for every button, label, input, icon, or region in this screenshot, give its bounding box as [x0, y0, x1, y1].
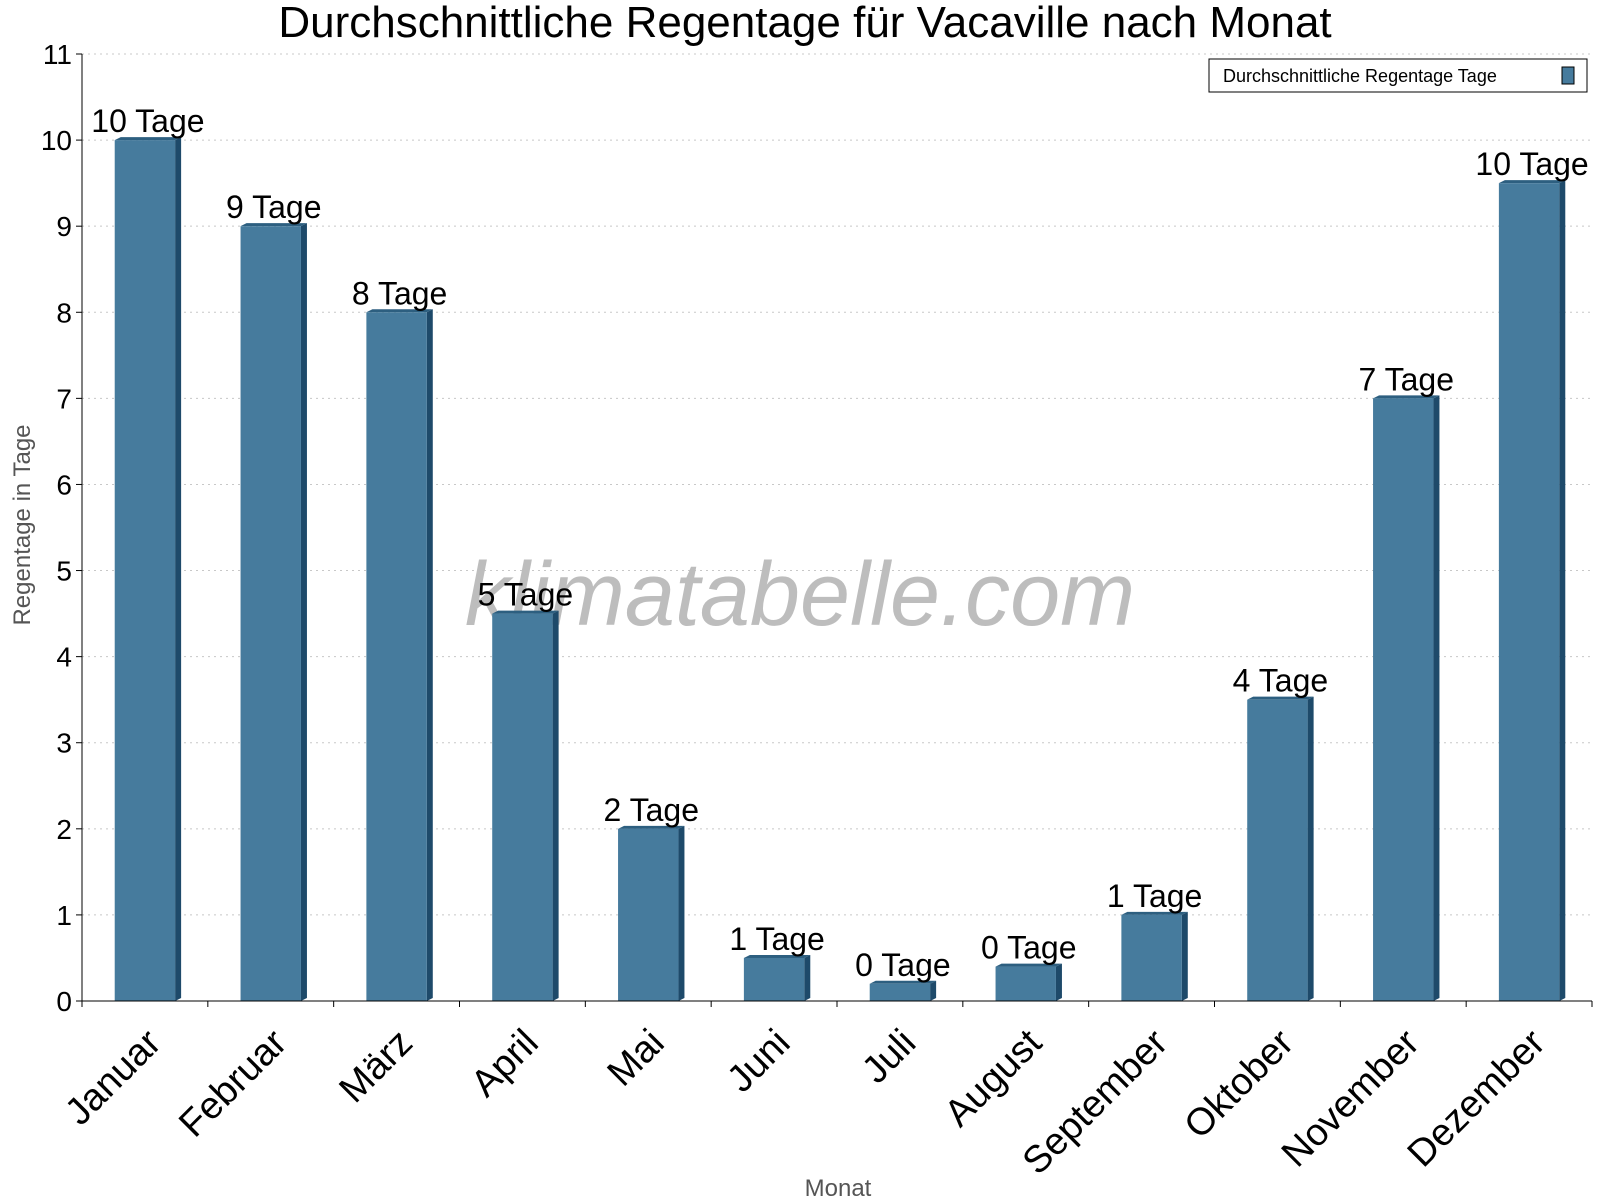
- bar-side: [1181, 911, 1188, 1001]
- data-label: 7 Tage: [1359, 361, 1455, 397]
- bar: [240, 226, 301, 1001]
- x-tick-label: März: [332, 1022, 421, 1111]
- bar-group: [1373, 395, 1440, 1001]
- bar-group: [869, 980, 937, 1001]
- bars-layer: [114, 137, 1566, 1002]
- y-tick-label: 2: [56, 814, 72, 845]
- x-tick-label: Juli: [854, 1022, 924, 1092]
- y-tick-label: 10: [41, 125, 72, 156]
- bar-group: [492, 610, 559, 1001]
- bar-group: [995, 963, 1062, 1001]
- y-tick-label: 9: [56, 211, 72, 242]
- bar-side: [300, 223, 307, 1001]
- bar-side: [1307, 696, 1314, 1001]
- x-tick-label: Oktober: [1177, 1021, 1303, 1147]
- bar-side: [1559, 180, 1566, 1002]
- y-tick-label: 8: [56, 297, 72, 328]
- bar-top: [618, 825, 685, 829]
- bar-side: [930, 980, 937, 1001]
- bar-top: [743, 954, 811, 958]
- data-label: 0 Tage: [855, 947, 951, 983]
- grid-layer: [82, 53, 1592, 916]
- x-tick-label: Juni: [719, 1022, 798, 1101]
- bar-top: [492, 610, 559, 614]
- bar-side: [804, 954, 811, 1001]
- data-label: 10 Tage: [1475, 146, 1588, 182]
- bar: [1498, 183, 1560, 1002]
- x-tick-label: Dezember: [1400, 1021, 1554, 1175]
- data-label: 0 Tage: [981, 930, 1077, 966]
- data-label: 5 Tage: [478, 577, 574, 613]
- bar-group: [743, 954, 811, 1001]
- bar-top: [366, 309, 433, 313]
- data-label: 2 Tage: [604, 792, 700, 828]
- bar: [114, 140, 176, 1001]
- bar: [743, 957, 805, 1001]
- x-tick-label: April: [463, 1022, 546, 1105]
- y-tick-label: 6: [56, 469, 72, 500]
- data-label: 1 Tage: [1107, 878, 1203, 914]
- bar-top: [114, 137, 182, 141]
- y-tick-label: 11: [43, 39, 72, 70]
- bar: [995, 966, 1056, 1001]
- bar-side: [1433, 395, 1440, 1001]
- axis-layer: 0 1 2 3 4 5 6 7 8 9 10 11: [41, 39, 1593, 1017]
- y-tick-label: 4: [56, 642, 72, 673]
- data-label: 10 Tage: [91, 103, 204, 139]
- y-tick-label: 5: [56, 556, 72, 587]
- bar-group: [1498, 180, 1566, 1002]
- data-label: 9 Tage: [226, 189, 322, 225]
- x-tick-label: Februar: [171, 1021, 295, 1145]
- y-tick-label: 3: [56, 728, 72, 759]
- data-label: 4 Tage: [1233, 663, 1329, 699]
- bar: [618, 828, 679, 1001]
- legend-box: [1208, 58, 1588, 93]
- bar: [1121, 914, 1182, 1001]
- legend-swatch: [1561, 66, 1575, 85]
- bar-side: [175, 137, 182, 1001]
- bar-side: [678, 825, 685, 1001]
- bar-top: [1373, 395, 1440, 399]
- x-tick-label: August: [937, 1021, 1051, 1135]
- y-tick-label: 0: [56, 986, 72, 1017]
- x-tick-label: November: [1274, 1021, 1428, 1175]
- bar: [1373, 398, 1434, 1001]
- bar-top: [1247, 696, 1314, 700]
- bar: [869, 983, 931, 1001]
- bar-group: [114, 137, 182, 1001]
- y-tick-label: 7: [56, 383, 72, 414]
- bar-side: [1055, 963, 1062, 1001]
- legend: Durchschnittliche Regentage Tage: [1208, 58, 1588, 93]
- chart-title: Durchschnittliche Regentage für Vacavill…: [278, 0, 1331, 47]
- data-label: 8 Tage: [352, 275, 448, 311]
- data-label: 1 Tage: [729, 921, 825, 957]
- y-tick-label: 1: [56, 900, 72, 931]
- bar-group: [1247, 696, 1314, 1001]
- y-axis-title: Regentage in Tage: [9, 424, 36, 625]
- bar-side: [552, 610, 559, 1001]
- bar-top: [1121, 911, 1188, 915]
- bar-top: [1498, 180, 1566, 184]
- bar-top: [240, 223, 307, 227]
- bar-group: [240, 223, 307, 1001]
- bar-top: [869, 980, 937, 984]
- bar-top: [995, 963, 1062, 967]
- x-axis-title: Monat: [805, 1175, 872, 1200]
- bar: [1247, 699, 1308, 1001]
- bar-group: [1121, 911, 1188, 1001]
- x-tick-label: Januar: [57, 1021, 169, 1133]
- bar-side: [426, 309, 433, 1002]
- bar-group: [618, 825, 685, 1001]
- bar-group: [366, 309, 433, 1002]
- bar: [492, 613, 553, 1001]
- legend-label: Durchschnittliche Regentage Tage: [1223, 66, 1497, 86]
- x-tick-label: Mai: [600, 1022, 673, 1095]
- watermark: klimatabelle.com: [465, 545, 1135, 645]
- bar: [366, 312, 427, 1002]
